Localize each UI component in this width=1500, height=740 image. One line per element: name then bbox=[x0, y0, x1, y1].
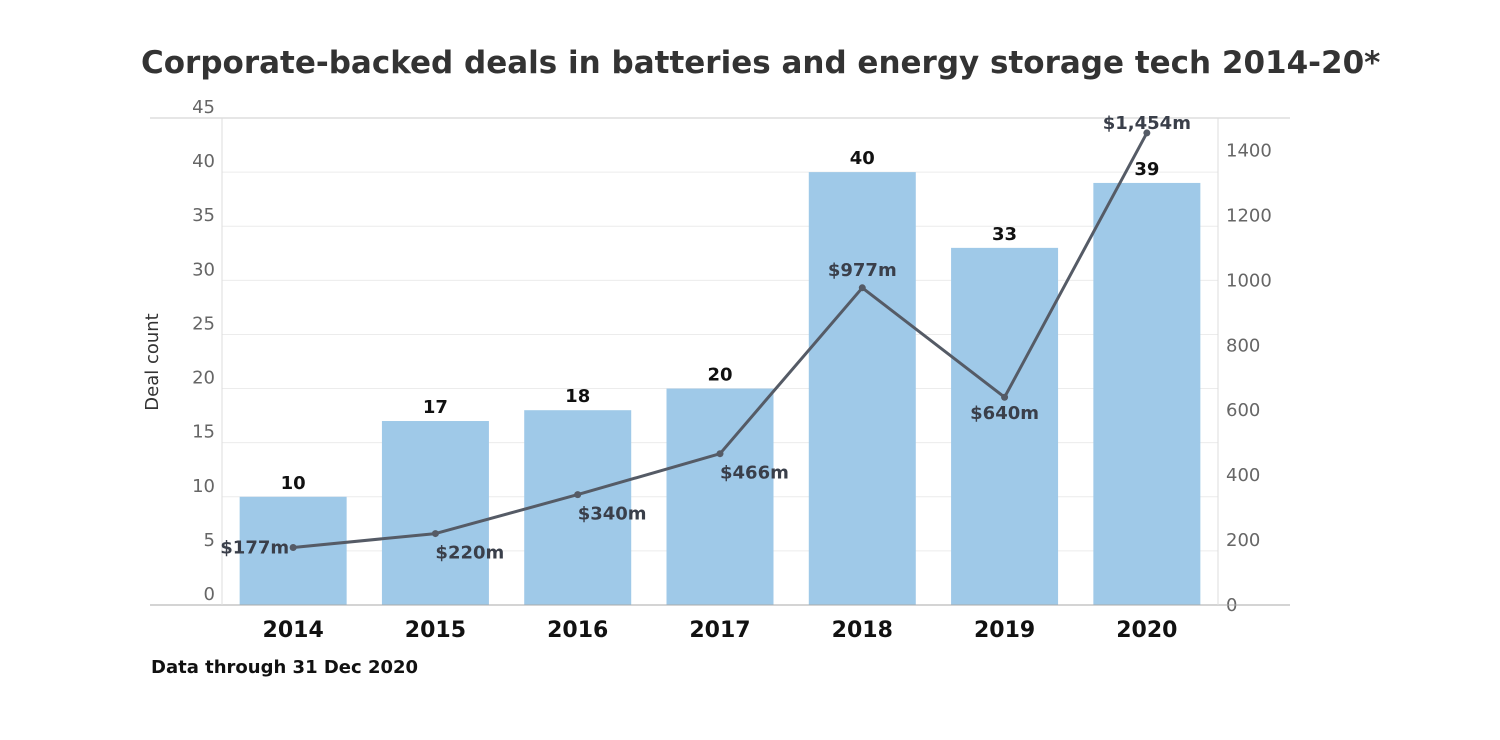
bar bbox=[381, 421, 489, 605]
y-tick-label: 35 bbox=[192, 205, 215, 226]
bar bbox=[808, 172, 916, 605]
bar-value-label: 17 bbox=[423, 397, 448, 418]
x-tick-label: 2018 bbox=[832, 618, 893, 643]
value-point bbox=[1001, 393, 1009, 401]
bar-value-label: 40 bbox=[850, 148, 875, 169]
chart-title: Corporate-backed deals in batteries and … bbox=[141, 45, 1380, 81]
x-tick-label: 2015 bbox=[405, 618, 466, 643]
y-tick-label: 20 bbox=[192, 368, 215, 389]
y2-tick-label: 400 bbox=[1226, 465, 1260, 486]
y2-tick-label: 1200 bbox=[1226, 205, 1272, 226]
bar-value-label: 33 bbox=[992, 224, 1017, 245]
bar-value-label: 39 bbox=[1134, 159, 1159, 180]
y2-tick-label: 200 bbox=[1226, 530, 1260, 551]
value-point-label: $977m bbox=[828, 260, 897, 281]
value-point bbox=[574, 491, 582, 499]
y-tick-label: 45 bbox=[192, 97, 215, 118]
data-labels: 10 17 18 20 40 33 39 $177m $220m $340m $466m $977m $… bbox=[220, 113, 1191, 564]
y2-tick-label: 1400 bbox=[1226, 140, 1272, 161]
value-point bbox=[716, 450, 724, 458]
y-tick-label: 30 bbox=[192, 259, 215, 280]
footnote: Data through 31 Dec 2020 bbox=[151, 657, 418, 678]
bar-value-label: 18 bbox=[565, 386, 590, 407]
axes: 0510152025303540450200400600800100012001… bbox=[150, 97, 1290, 643]
value-line bbox=[289, 129, 1151, 552]
y-tick-label: 25 bbox=[192, 313, 215, 334]
y-tick-label: 5 bbox=[204, 530, 215, 551]
value-point bbox=[289, 544, 297, 552]
value-point-label: $466m bbox=[720, 463, 789, 484]
y2-tick-label: 1000 bbox=[1226, 270, 1272, 291]
y-tick-label: 10 bbox=[192, 476, 215, 497]
x-tick-label: 2019 bbox=[974, 618, 1035, 643]
y2-tick-label: 800 bbox=[1226, 335, 1260, 356]
x-tick-label: 2016 bbox=[547, 618, 608, 643]
y-tick-label: 0 bbox=[204, 584, 215, 605]
y2-tick-label: 600 bbox=[1226, 400, 1260, 421]
bar bbox=[1093, 182, 1201, 605]
value-point-label: $1,454m bbox=[1103, 113, 1191, 134]
value-point bbox=[1143, 129, 1151, 137]
x-tick-label: 2020 bbox=[1116, 618, 1177, 643]
value-point bbox=[858, 284, 866, 292]
value-point-label: $640m bbox=[970, 403, 1039, 424]
bar bbox=[666, 388, 774, 605]
value-point-label: $340m bbox=[578, 504, 647, 525]
x-tick-label: 2014 bbox=[263, 618, 324, 643]
x-tick-label: 2017 bbox=[689, 618, 750, 643]
bar bbox=[951, 247, 1059, 605]
bars bbox=[239, 172, 1201, 605]
value-point bbox=[431, 530, 439, 538]
bar-value-label: 20 bbox=[707, 365, 732, 386]
value-point-label: $220m bbox=[435, 543, 504, 564]
value-point-label: $177m bbox=[220, 538, 289, 559]
bar bbox=[524, 410, 632, 605]
bar-value-label: 10 bbox=[281, 473, 306, 494]
y-tick-label: 15 bbox=[192, 422, 215, 443]
y-tick-label: 40 bbox=[192, 151, 215, 172]
y-axis-title: Deal count bbox=[142, 313, 163, 410]
